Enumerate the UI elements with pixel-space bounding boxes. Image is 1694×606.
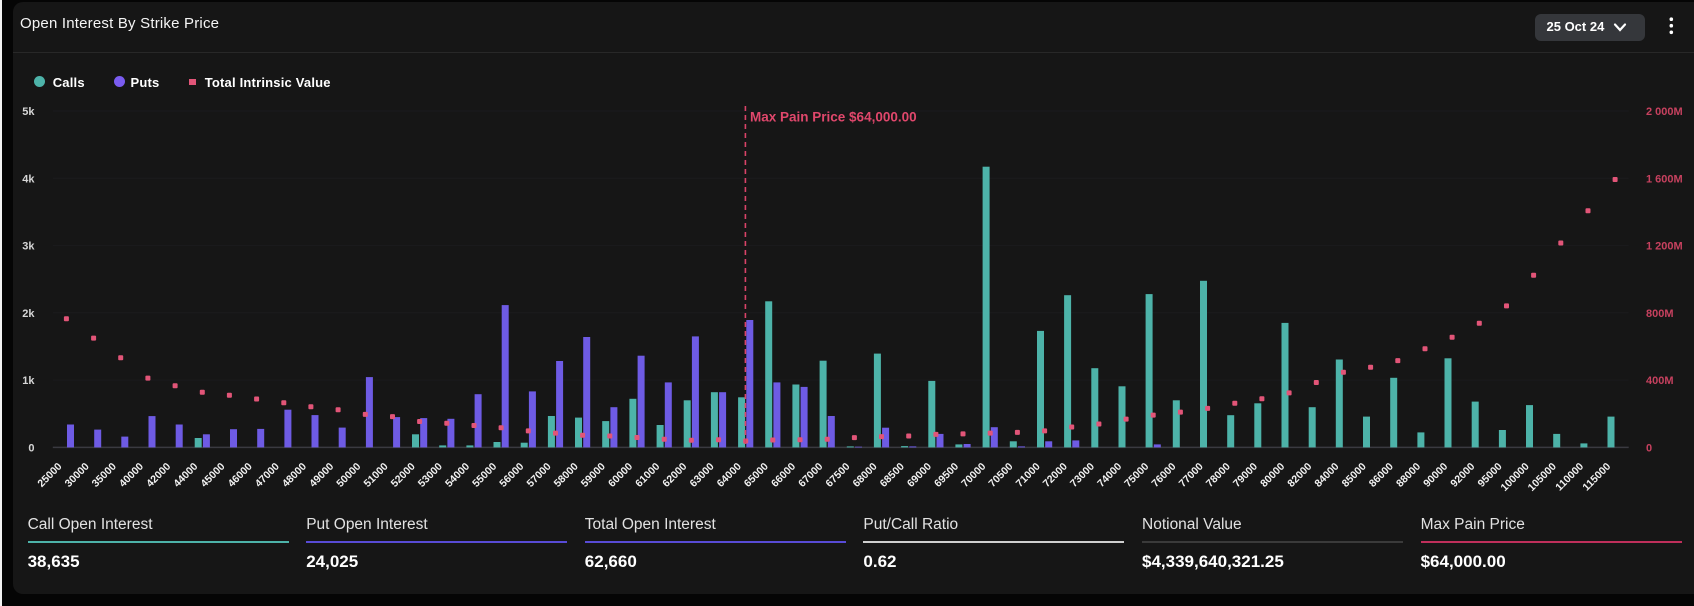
svg-text:42000: 42000 [144,461,173,490]
svg-text:56000: 56000 [497,461,526,490]
svg-text:0: 0 [1646,442,1652,454]
svg-text:40000: 40000 [117,461,146,490]
svg-text:67000: 67000 [796,461,825,490]
svg-text:75000: 75000 [1122,461,1151,490]
svg-text:110000: 110000 [1553,461,1586,494]
svg-text:100000: 100000 [1498,461,1531,494]
svg-text:30000: 30000 [63,461,92,490]
svg-text:800M: 800M [1646,308,1674,320]
svg-text:3k: 3k [22,241,35,253]
svg-text:1 600M: 1 600M [1646,173,1683,185]
svg-text:88000: 88000 [1394,461,1423,490]
svg-text:54000: 54000 [443,461,472,490]
svg-text:74000: 74000 [1095,461,1124,490]
svg-text:2k: 2k [22,308,35,320]
svg-text:63000: 63000 [687,461,716,490]
svg-text:47000: 47000 [253,461,282,490]
svg-text:Max Pain Price $64,000.00: Max Pain Price $64,000.00 [750,110,917,125]
svg-text:84000: 84000 [1312,461,1341,490]
svg-text:35000: 35000 [90,461,119,490]
svg-text:77000: 77000 [1177,461,1206,490]
svg-text:2 000M: 2 000M [1646,106,1683,118]
svg-text:66000: 66000 [769,461,798,490]
svg-text:82000: 82000 [1285,461,1314,490]
svg-text:45000: 45000 [198,461,227,490]
svg-text:85000: 85000 [1340,461,1369,490]
svg-text:51000: 51000 [361,461,390,490]
svg-text:69000: 69000 [905,461,934,490]
svg-text:76000: 76000 [1149,461,1178,490]
svg-text:73000: 73000 [1068,461,1097,490]
svg-text:59000: 59000 [579,461,608,490]
svg-text:68500: 68500 [878,461,907,490]
svg-text:68000: 68000 [850,461,879,490]
svg-text:4k: 4k [22,173,35,185]
svg-text:72000: 72000 [1041,461,1070,490]
svg-text:60000: 60000 [606,461,635,490]
svg-text:71000: 71000 [1014,461,1043,490]
svg-text:1k: 1k [22,375,35,387]
svg-text:57000: 57000 [524,461,553,490]
svg-text:80000: 80000 [1258,461,1287,490]
svg-text:52000: 52000 [389,461,418,490]
svg-text:64000: 64000 [715,461,744,490]
svg-text:65000: 65000 [742,461,771,490]
svg-text:44000: 44000 [171,461,200,490]
svg-text:90000: 90000 [1421,461,1450,490]
svg-text:61000: 61000 [633,461,662,490]
svg-text:79000: 79000 [1231,461,1260,490]
svg-text:58000: 58000 [552,461,581,490]
svg-text:48000: 48000 [280,461,309,490]
svg-text:92000: 92000 [1448,461,1477,490]
svg-text:53000: 53000 [416,461,445,490]
svg-text:1 200M: 1 200M [1646,241,1683,253]
svg-text:5k: 5k [22,106,35,118]
svg-text:115000: 115000 [1580,461,1613,494]
svg-text:70500: 70500 [986,461,1015,490]
svg-text:105000: 105000 [1526,461,1559,494]
svg-text:55000: 55000 [470,461,499,490]
svg-text:70000: 70000 [959,461,988,490]
svg-text:50000: 50000 [334,461,363,490]
svg-text:69500: 69500 [932,461,961,490]
svg-text:78000: 78000 [1204,461,1233,490]
svg-text:400M: 400M [1646,375,1674,387]
svg-text:67500: 67500 [823,461,852,490]
svg-text:86000: 86000 [1367,461,1396,490]
svg-text:62000: 62000 [660,461,689,490]
svg-text:49000: 49000 [307,461,336,490]
svg-text:0: 0 [28,442,34,454]
svg-text:25000: 25000 [35,461,64,490]
svg-text:46000: 46000 [226,461,255,490]
